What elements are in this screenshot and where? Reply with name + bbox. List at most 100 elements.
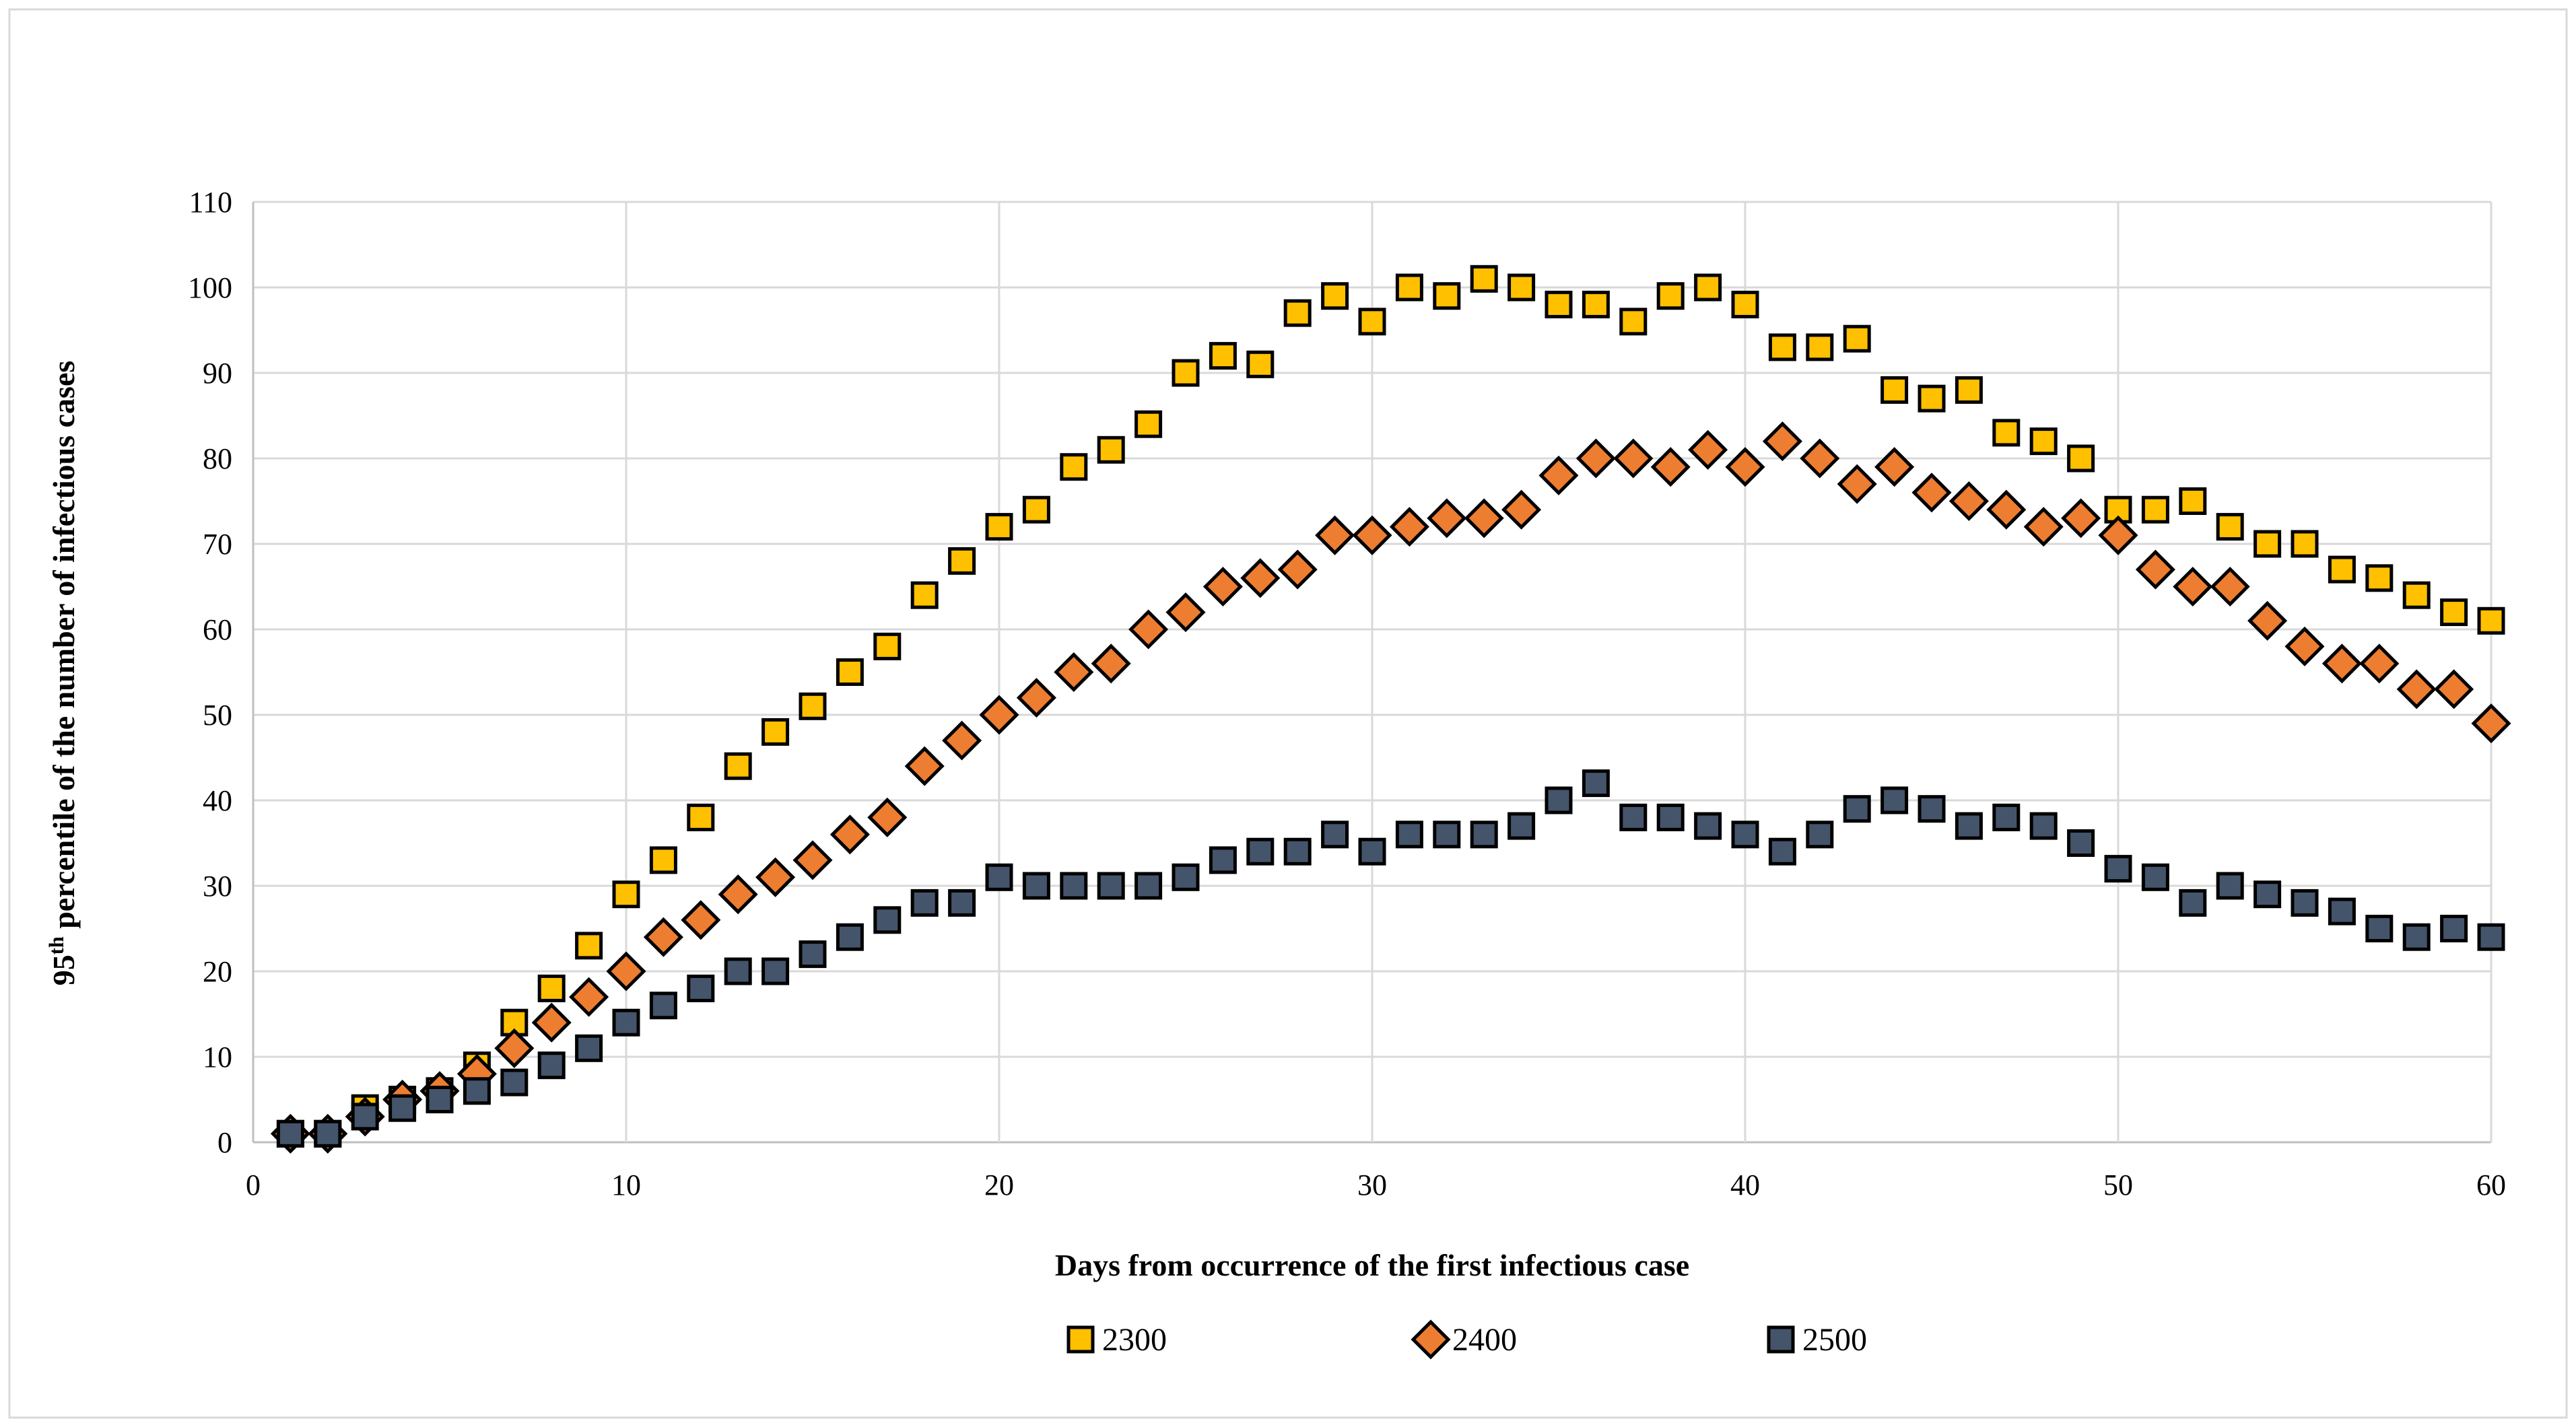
point-2300 — [1246, 350, 1275, 378]
point-2400 — [1725, 447, 1765, 487]
y-tick-label: 100 — [188, 271, 232, 304]
point-2300 — [1768, 333, 1796, 361]
y-axis-tick-labels: 0 10 20 30 40 50 60 70 80 90 100 110 — [188, 186, 232, 1159]
point-2500 — [2179, 889, 2207, 917]
point-2300 — [575, 932, 603, 960]
point-2300 — [2291, 530, 2319, 558]
point-2400 — [829, 814, 870, 855]
point-2400 — [643, 917, 683, 957]
point-2500 — [1880, 786, 1909, 814]
point-2500 — [351, 1103, 379, 1131]
point-2500 — [2216, 872, 2244, 900]
y-tick-label: 0 — [217, 1126, 232, 1159]
point-2400 — [1911, 473, 1952, 513]
point-2500 — [1283, 837, 1312, 866]
point-2300 — [1470, 265, 1498, 293]
point-2500 — [910, 889, 939, 917]
y-tick-label: 50 — [203, 699, 232, 732]
point-2400 — [1128, 609, 1169, 650]
point-2300 — [1134, 410, 1163, 438]
point-2400 — [1091, 643, 1131, 684]
point-2500 — [948, 889, 976, 917]
point-2500 — [2328, 897, 2356, 926]
data-series-layer — [270, 265, 2511, 1154]
y-tick-label: 70 — [203, 528, 232, 561]
point-2500 — [1694, 812, 1722, 840]
point-2500 — [2141, 863, 2169, 891]
point-2400 — [1650, 447, 1691, 487]
point-2300 — [2253, 530, 2282, 558]
y-tick-label: 40 — [203, 784, 232, 817]
point-2300 — [724, 752, 752, 780]
x-tick-label: 0 — [246, 1169, 261, 1202]
point-2400 — [2471, 703, 2511, 744]
point-2500 — [314, 1119, 342, 1148]
point-2500 — [1433, 821, 1461, 849]
point-2300 — [873, 632, 902, 660]
point-2500 — [1582, 769, 1610, 798]
point-2300 — [2216, 513, 2244, 541]
point-2500 — [2365, 915, 2394, 942]
series-2300 — [276, 265, 2505, 1148]
point-2400 — [2284, 626, 2325, 666]
point-2300 — [2328, 555, 2356, 584]
point-2300 — [2440, 598, 2468, 627]
point-2400 — [2434, 669, 2474, 709]
point-2300 — [2402, 581, 2431, 609]
point-2400 — [1202, 566, 1243, 607]
point-2300 — [1283, 299, 1312, 327]
point-2500 — [1656, 803, 1685, 831]
point-2500 — [1918, 795, 1946, 823]
point-2500 — [1992, 803, 2021, 831]
point-2300 — [1955, 376, 1983, 404]
point-2500 — [1768, 837, 1796, 866]
point-2500 — [1395, 821, 1423, 849]
point-2300 — [1321, 282, 1349, 310]
point-2400 — [681, 900, 721, 940]
legend-swatch-2300 — [1066, 1325, 1095, 1354]
point-2400 — [2061, 498, 2101, 538]
point-2400 — [494, 1028, 535, 1068]
y-tick-label: 10 — [203, 1041, 232, 1074]
point-2300 — [1097, 436, 1125, 464]
point-2500 — [1545, 786, 1573, 814]
point-2500 — [1172, 863, 1200, 891]
legend-label-2300: 2300 — [1102, 1322, 1167, 1358]
point-2300 — [1358, 308, 1386, 336]
point-2500 — [1246, 837, 1275, 866]
point-2400 — [1352, 515, 1392, 555]
point-2300 — [2067, 444, 2095, 473]
point-2300 — [799, 692, 827, 720]
point-2400 — [904, 746, 945, 786]
x-tick-label: 40 — [1730, 1169, 1760, 1202]
point-2300 — [1806, 333, 1834, 361]
point-2400 — [1762, 421, 1802, 462]
figure-border — [8, 8, 2568, 1419]
point-2500 — [1097, 872, 1125, 900]
y-axis-title: 95th percentile of the number of infecti… — [45, 361, 81, 986]
legend-swatch-2400 — [1411, 1319, 1451, 1360]
point-2300 — [1022, 495, 1050, 524]
point-2400 — [1277, 549, 1318, 590]
point-2500 — [836, 923, 864, 951]
legend-label-2500: 2500 — [1802, 1322, 1867, 1358]
point-2500 — [2029, 812, 2058, 840]
legend-item-2500: 2500 — [1767, 1322, 1867, 1358]
point-2400 — [2321, 643, 2362, 684]
point-2400 — [1054, 652, 1094, 693]
point-2500 — [2440, 915, 2468, 942]
point-2300 — [1880, 376, 1909, 404]
point-2500 — [463, 1077, 491, 1105]
point-2500 — [1731, 821, 1759, 849]
point-2300 — [1433, 282, 1461, 310]
point-2500 — [761, 957, 790, 985]
point-2300 — [1694, 273, 1722, 302]
point-2500 — [873, 906, 902, 934]
point-2500 — [426, 1086, 454, 1113]
point-2300 — [2477, 606, 2505, 635]
point-2300 — [1060, 453, 1088, 481]
x-axis-tick-labels: 0 10 20 30 40 50 60 — [246, 1169, 2506, 1202]
point-2400 — [1165, 592, 1206, 633]
point-2300 — [910, 581, 939, 609]
